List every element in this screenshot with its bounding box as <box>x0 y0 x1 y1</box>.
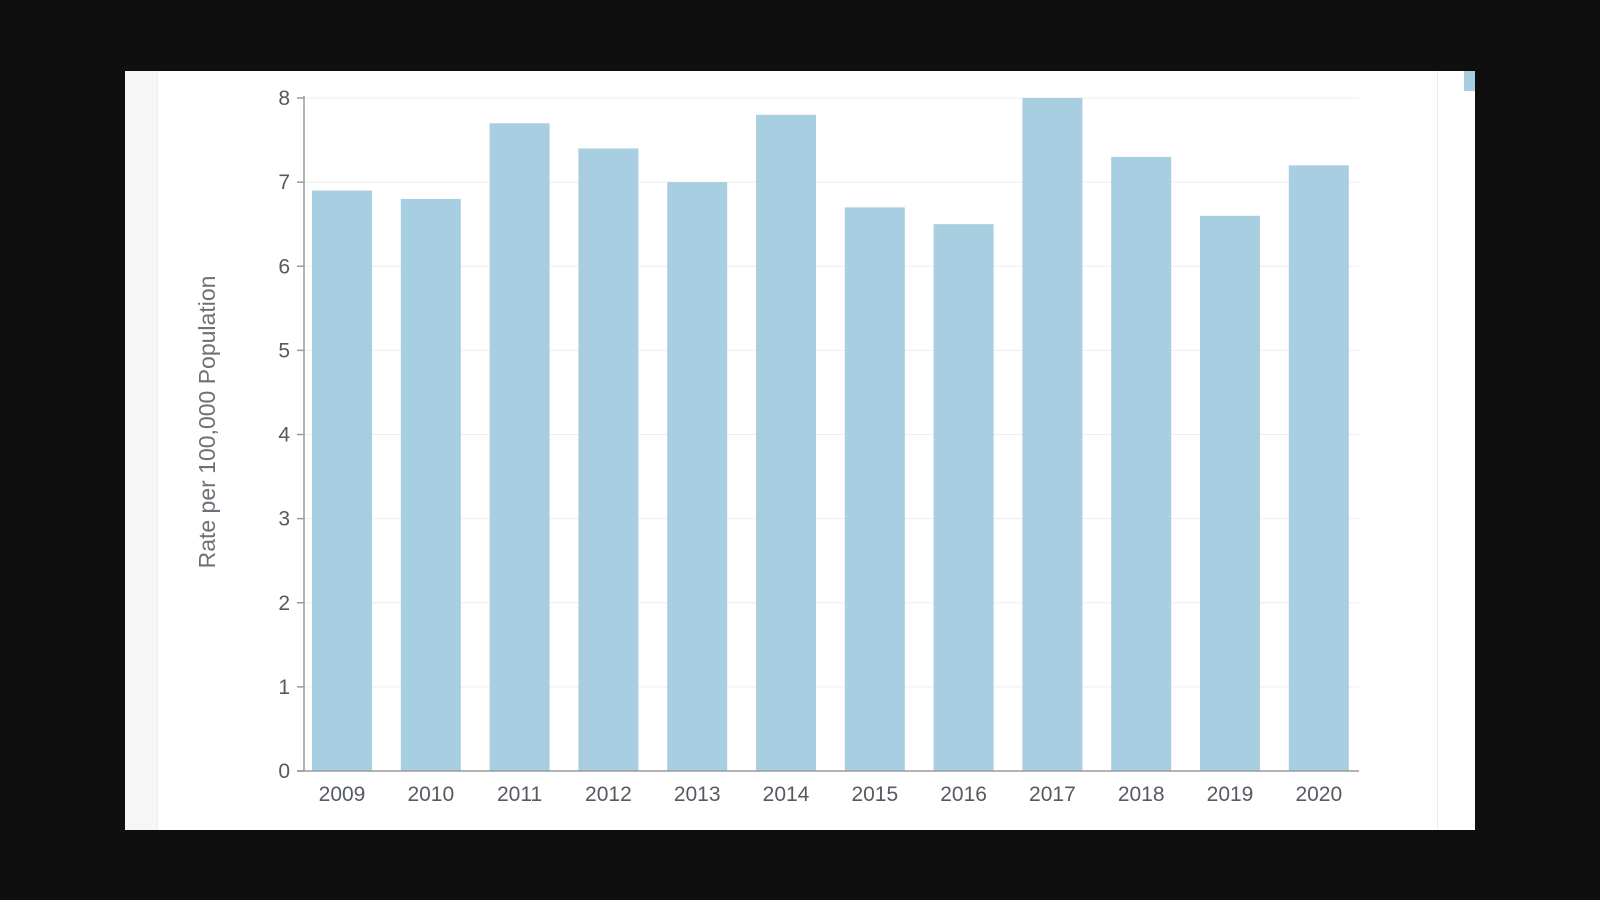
x-tick-label: 2014 <box>763 783 810 806</box>
bar-2020[interactable] <box>1288 165 1349 772</box>
y-tick-label: 1 <box>278 676 290 699</box>
tick-labels: 0 1 2 3 4 5 6 7 8 2009 2010 2011 2012 2013 2014 2015 201… <box>278 87 1342 806</box>
x-tick-label: 2012 <box>585 783 632 806</box>
y-tick-label: 6 <box>278 255 290 278</box>
bar-2014[interactable] <box>756 114 816 771</box>
x-tick-label: 2016 <box>940 783 987 806</box>
x-tick-label: 2018 <box>1118 783 1165 806</box>
bar-2019[interactable] <box>1200 215 1260 771</box>
y-tick-label: 3 <box>278 508 290 531</box>
x-tick-label: 2011 <box>497 783 542 806</box>
bar-chart: 0 1 2 3 4 5 6 7 8 2009 2010 2011 2012 2013 2014 2015 201… <box>194 87 1359 806</box>
y-tick-label: 8 <box>278 87 290 110</box>
x-tick-label: 2020 <box>1295 783 1342 806</box>
bar-2018[interactable] <box>1111 156 1172 771</box>
bar-2009[interactable] <box>312 190 372 772</box>
y-tick-label: 5 <box>278 339 290 362</box>
x-tick-label: 2013 <box>674 783 721 806</box>
bars <box>312 98 1349 772</box>
y-tick-label: 2 <box>278 592 290 615</box>
right-divider <box>1437 71 1438 830</box>
left-sidebar-strip <box>125 71 158 830</box>
x-tick-label: 2009 <box>319 783 366 806</box>
axes <box>297 96 1359 772</box>
bar-2015[interactable] <box>844 207 905 772</box>
x-tick-label: 2015 <box>851 783 898 806</box>
y-tick-label: 4 <box>278 424 290 447</box>
y-tick-label: 0 <box>278 760 290 783</box>
bar-2013[interactable] <box>667 182 728 771</box>
legend-swatch <box>1464 71 1475 91</box>
bar-2011[interactable] <box>489 123 550 772</box>
x-tick-label: 2019 <box>1207 783 1254 806</box>
grid-lines <box>304 97 1359 688</box>
x-tick-label: 2017 <box>1029 783 1076 806</box>
bar-2012[interactable] <box>578 148 639 772</box>
y-tick-label: 7 <box>278 171 290 194</box>
bar-2010[interactable] <box>400 198 461 771</box>
chart-panel: 0 1 2 3 4 5 6 7 8 2009 2010 2011 2012 2013 2014 2015 201… <box>125 71 1475 830</box>
bar-2017[interactable] <box>1022 98 1083 771</box>
x-tick-label: 2010 <box>407 783 454 806</box>
bar-2016[interactable] <box>933 224 994 771</box>
y-axis-title: Rate per 100,000 Population <box>194 276 220 569</box>
